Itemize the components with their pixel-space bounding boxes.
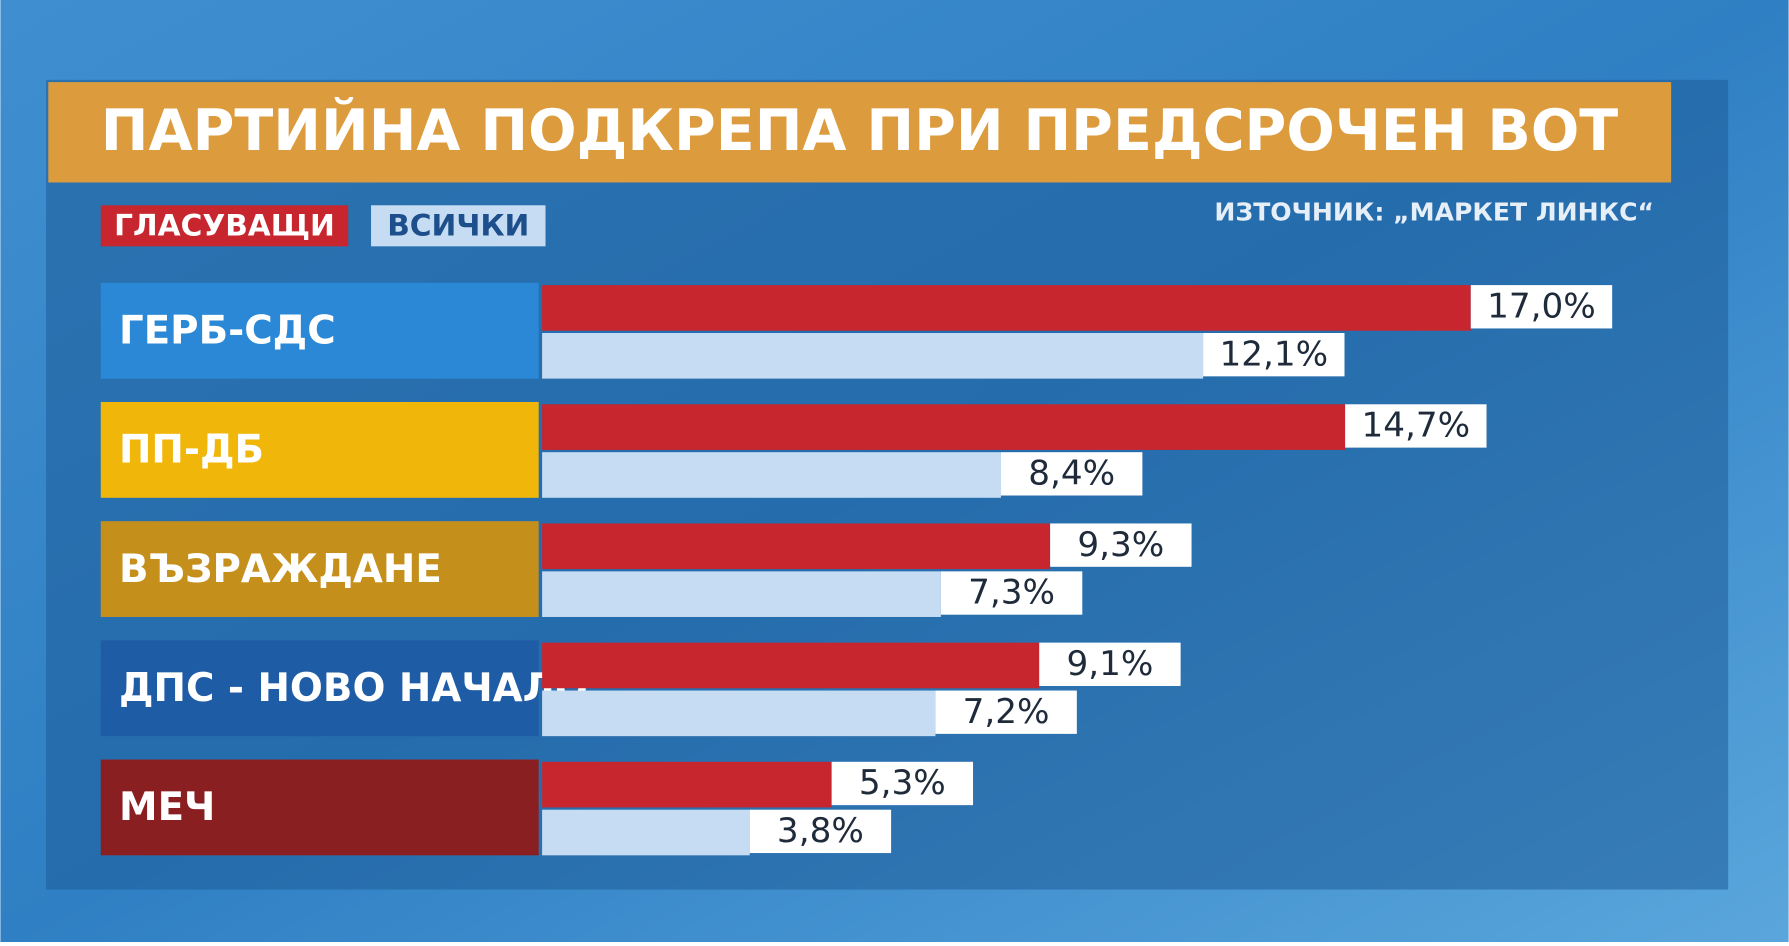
category-box (100, 282, 539, 379)
category-box (100, 759, 539, 856)
value-label: 17,0% (1487, 286, 1596, 326)
value-label-box (1470, 285, 1613, 329)
category-label: ГЕРБ-СДС (119, 309, 336, 354)
bar (542, 761, 832, 808)
value-label: 8,4% (1028, 453, 1115, 493)
legend-label: ГЛАСУВАЩИ (114, 207, 335, 242)
value-label-box (1050, 523, 1192, 567)
category-box (100, 640, 539, 737)
category-label: ПП-ДБ (119, 428, 264, 473)
legend-swatch (371, 205, 546, 247)
bar (542, 523, 1051, 570)
value-label-box (1039, 642, 1181, 686)
category-box (100, 402, 539, 498)
source: ИЗТОЧНИК: „МАРКЕТ ЛИНКС“ (1214, 197, 1654, 226)
value-label-box (940, 571, 1083, 615)
value-label-box (1345, 404, 1487, 448)
value-label: 9,3% (1077, 525, 1164, 565)
category-label: ВЪЗРАЖДАНЕ (119, 547, 442, 592)
legend-swatch (100, 205, 349, 247)
value-label: 7,3% (968, 573, 1055, 613)
value-label: 9,1% (1066, 644, 1153, 684)
value-label-box (749, 809, 892, 854)
bar (542, 404, 1346, 450)
value-label-box (831, 761, 974, 806)
category-box (100, 521, 539, 617)
value-label: 14,7% (1361, 406, 1470, 446)
bar (542, 690, 936, 737)
value-label: 3,8% (777, 811, 864, 851)
bar (542, 642, 1040, 689)
legend-label: ВСИЧКИ (387, 207, 529, 242)
title-bar (48, 82, 1672, 183)
value-label: 12,1% (1219, 334, 1328, 374)
value-label-box (935, 690, 1077, 734)
category-label: МЕЧ (119, 785, 215, 830)
chart-title: ПАРТИЙНА ПОДКРЕПА ПРИ ПРЕДСРОЧЕН ВОТ (101, 96, 1619, 164)
bar (542, 809, 750, 856)
value-label-box (1000, 452, 1143, 496)
value-label-box (1203, 333, 1345, 377)
bar (542, 452, 1001, 498)
value-label: 7,2% (963, 692, 1050, 732)
category-label: ДПС - НОВО НАЧАЛО (119, 666, 588, 711)
bar (542, 333, 1204, 379)
bar (542, 285, 1471, 331)
bar (542, 571, 941, 617)
value-label: 5,3% (859, 763, 946, 803)
